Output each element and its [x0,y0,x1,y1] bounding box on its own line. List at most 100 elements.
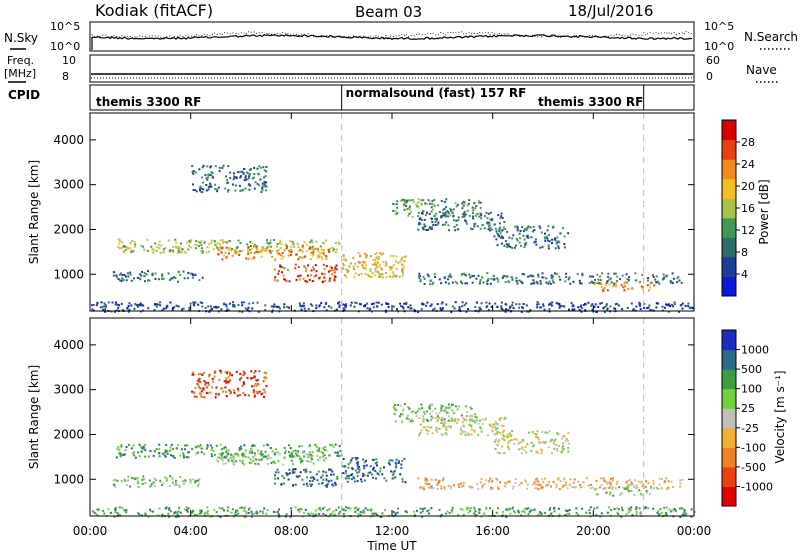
heatmap-cell [299,304,301,307]
heatmap-cell [273,303,276,306]
heatmap-cell [436,415,439,418]
heatmap-cell [137,481,140,484]
heatmap-cell [174,479,177,482]
heatmap-cell [352,265,355,268]
heatmap-cell [535,477,538,480]
heatmap-cell [242,381,245,384]
heatmap-cell [218,456,221,459]
heatmap-cell [524,446,527,448]
heatmap-cell [440,404,443,407]
heatmap-cell [265,512,268,515]
heatmap-cell [676,281,679,284]
heatmap-cell [153,303,156,306]
heatmap-cell [681,507,684,510]
heatmap-cell [267,456,270,459]
heatmap-cell [609,493,612,496]
heatmap-cell [453,307,456,310]
heatmap-cell [464,282,467,285]
heatmap-cell [250,370,253,373]
heatmap-cell [309,258,312,260]
heatmap-cell [383,477,386,480]
heatmap-cell [475,301,478,304]
heatmap-cell [142,304,145,307]
heatmap-cell [636,486,639,489]
heatmap-cell [348,474,350,477]
heatmap-cell [635,305,638,308]
heatmap-cell [602,307,605,309]
heatmap-cell [481,486,484,489]
heatmap-cell [397,262,400,264]
heatmap-cell [374,259,377,262]
heatmap-cell [403,302,406,305]
heatmap-cell [301,244,304,247]
heatmap-cell [127,310,130,313]
heatmap-cell [265,170,268,173]
heatmap-cell [436,488,439,490]
heatmap-cell [608,283,611,286]
heatmap-cell [527,513,530,516]
heatmap-cell [450,420,453,422]
heatmap-cell [266,463,269,465]
heatmap-cell [504,281,507,283]
heatmap-cell [452,214,455,217]
heatmap-cell [398,275,401,278]
heatmap-cell [364,267,367,270]
heatmap-cell [457,216,460,219]
heatmap-cell [199,509,202,512]
heatmap-cell [445,303,448,306]
heatmap-cell [490,211,492,214]
heatmap-cell [590,280,593,283]
heatmap-cell [490,488,493,491]
heatmap-cell [283,249,286,252]
heatmap-cell [391,477,394,480]
heatmap-cell [130,249,133,252]
y-tick-label: 3000 [53,178,84,192]
heatmap-cell [559,480,562,483]
heatmap-cell [412,420,414,423]
heatmap-cell [336,451,339,454]
heatmap-cell [238,254,241,256]
heatmap-cell [566,512,569,515]
colorbar-tick-label: 28 [741,136,755,149]
heatmap-cell [223,380,226,383]
heatmap-cell [224,241,227,243]
heatmap-cell [418,275,421,278]
heatmap-cell [236,252,239,255]
heatmap-cell [308,445,311,448]
heatmap-cell [297,275,300,278]
freq-tick-top: 10 [62,54,76,67]
heatmap-cell [201,305,204,308]
heatmap-cell [96,514,99,517]
heatmap-cell [486,222,489,225]
heatmap-cell [289,251,292,254]
heatmap-cell [547,282,550,285]
nave-tick-top: 60 [706,54,720,67]
heatmap-cell [215,393,218,396]
heatmap-cell [609,482,611,485]
heatmap-cell [246,171,249,174]
heatmap-cell [292,456,295,459]
heatmap-cell [497,423,500,426]
heatmap-cell [517,442,520,445]
heatmap-cell [268,250,271,253]
heatmap-cell [227,165,230,168]
heatmap-cell [380,516,383,518]
heatmap-cell [429,227,432,230]
heatmap-cell [577,306,580,309]
heatmap-cell [175,484,178,487]
heatmap-cell [186,277,189,280]
heatmap-cell [454,202,457,205]
heatmap-cell [558,445,561,447]
heatmap-cell [270,462,273,464]
heatmap-cell [444,409,447,411]
heatmap-cell [191,272,194,275]
heatmap-cell [496,451,499,454]
heatmap-cell [220,251,223,254]
heatmap-cell [249,184,252,187]
heatmap-cell [490,481,493,483]
heatmap-cell [433,273,436,276]
heatmap-cell [465,405,467,408]
heatmap-cell [168,515,171,518]
heatmap-cell [288,306,290,309]
heatmap-cell [142,478,145,481]
